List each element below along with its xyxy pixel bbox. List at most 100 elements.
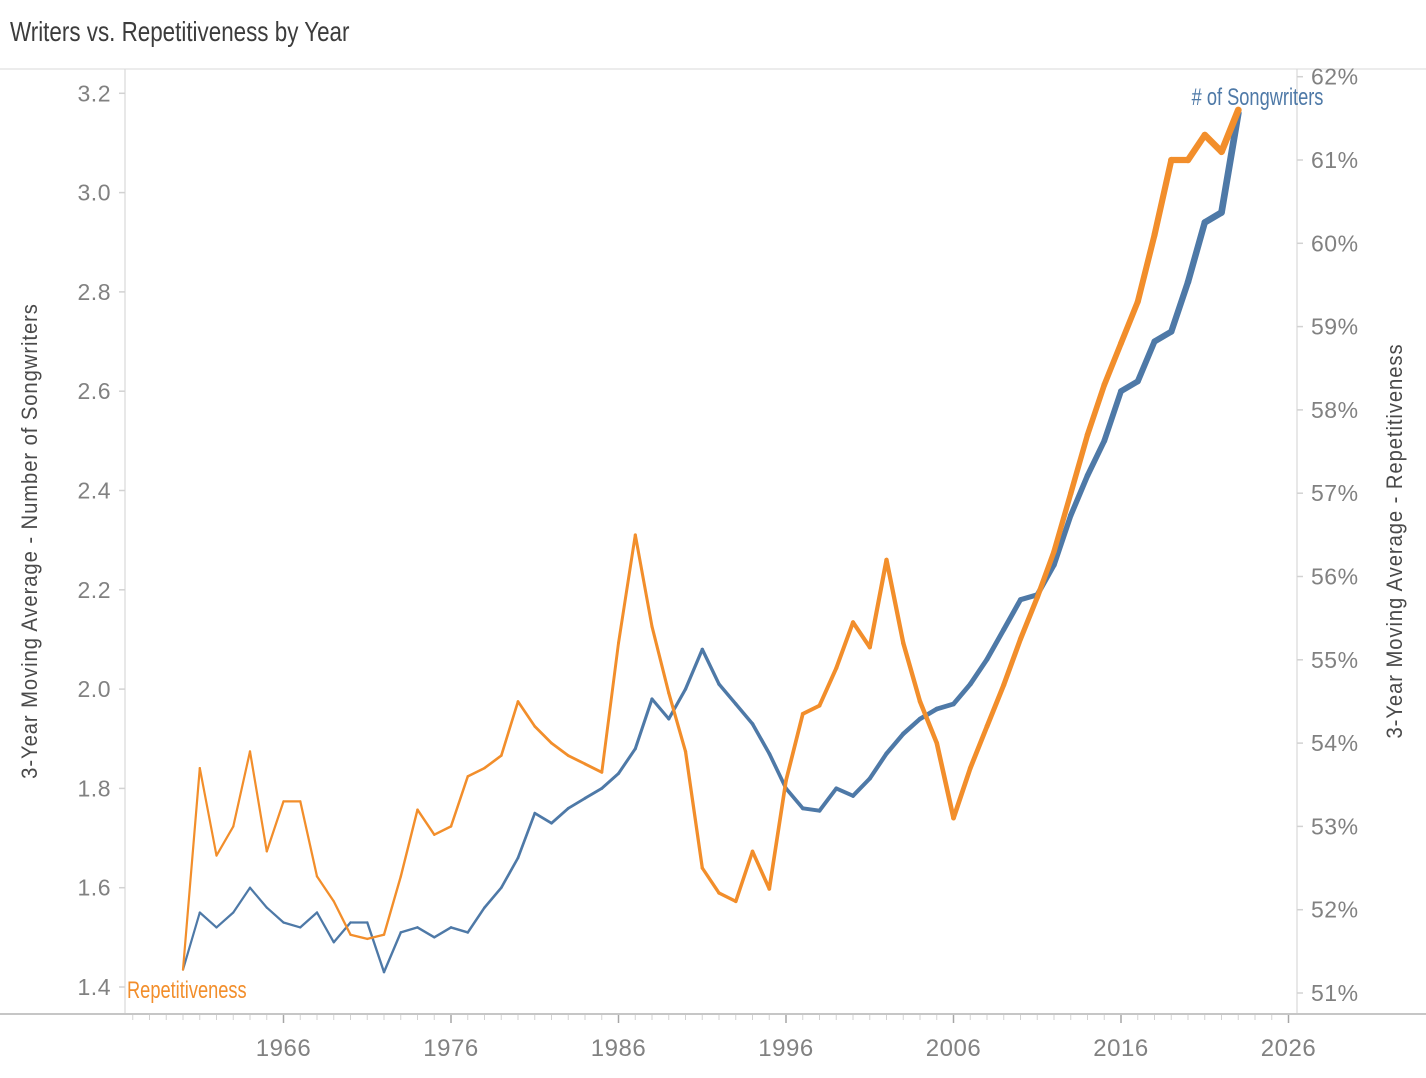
songwriters-line-segment[interactable] bbox=[215, 911, 235, 929]
repetitiveness-line-segment[interactable] bbox=[1017, 594, 1040, 642]
songwriters-line-segment[interactable] bbox=[850, 776, 872, 798]
repetitiveness-line-segment[interactable] bbox=[366, 933, 386, 941]
repetitiveness-line-segment[interactable] bbox=[1218, 106, 1242, 156]
repetitiveness-line-segment[interactable] bbox=[248, 750, 268, 853]
songwriters-line-segment[interactable] bbox=[1151, 328, 1175, 345]
songwriters-line-segment[interactable] bbox=[650, 697, 671, 721]
songwriters-line-segment[interactable] bbox=[1118, 378, 1141, 395]
repetitiveness-line-segment[interactable] bbox=[750, 849, 772, 891]
repetitiveness-line-segment[interactable] bbox=[700, 866, 721, 895]
repetitiveness-line-segment[interactable] bbox=[483, 754, 503, 770]
songwriters-line-segment[interactable] bbox=[616, 747, 637, 776]
repetitiveness-line-segment[interactable] bbox=[466, 766, 486, 778]
songwriters-line-segment[interactable] bbox=[1184, 219, 1209, 286]
songwriters-line-segment[interactable] bbox=[1051, 512, 1074, 568]
repetitiveness-line-segment[interactable] bbox=[416, 808, 436, 836]
repetitiveness-line-segment[interactable] bbox=[1151, 156, 1175, 239]
repetitiveness-line-segment[interactable] bbox=[566, 754, 587, 766]
songwriters-line-segment[interactable] bbox=[466, 906, 486, 934]
repetitiveness-line-segment[interactable] bbox=[600, 641, 620, 774]
repetitiveness-line-segment[interactable] bbox=[433, 825, 453, 836]
songwriters-line-segment[interactable] bbox=[600, 772, 620, 790]
repetitiveness-line-segment[interactable] bbox=[499, 700, 520, 757]
repetitiveness-line-segment[interactable] bbox=[399, 808, 419, 878]
repetitiveness-line-segment[interactable] bbox=[984, 682, 1007, 729]
repetitiveness-line-segment[interactable] bbox=[850, 620, 872, 650]
repetitiveness-line-segment[interactable] bbox=[1101, 340, 1124, 388]
songwriters-line-segment[interactable] bbox=[566, 796, 587, 810]
songwriters-line-segment[interactable] bbox=[884, 731, 906, 756]
repetitiveness-line-segment[interactable] bbox=[767, 778, 788, 891]
songwriters-line-segment[interactable] bbox=[767, 751, 788, 791]
repetitiveness-line-segment[interactable] bbox=[1051, 490, 1074, 555]
songwriters-line-segment[interactable] bbox=[717, 682, 738, 706]
repetitiveness-line-segment[interactable] bbox=[232, 750, 252, 828]
songwriters-line-segment[interactable] bbox=[834, 786, 856, 798]
songwriters-line-segment[interactable] bbox=[382, 931, 402, 974]
songwriters-line-segment[interactable] bbox=[550, 806, 570, 825]
repetitiveness-line-segment[interactable] bbox=[867, 557, 889, 650]
repetitiveness-line-segment[interactable] bbox=[1118, 298, 1141, 347]
repetitiveness-line-segment[interactable] bbox=[181, 766, 201, 971]
songwriters-line-segment[interactable] bbox=[433, 926, 453, 939]
songwriters-line-segment[interactable] bbox=[967, 656, 990, 687]
songwriters-line-segment[interactable] bbox=[784, 786, 805, 811]
songwriters-line-segment[interactable] bbox=[667, 687, 688, 721]
songwriters-line-segment[interactable] bbox=[817, 786, 839, 813]
songwriters-line-segment[interactable] bbox=[1134, 338, 1158, 385]
repetitiveness-line-segment[interactable] bbox=[934, 740, 956, 821]
repetitiveness-line-segment[interactable] bbox=[332, 900, 352, 936]
songwriters-line-segment[interactable] bbox=[800, 806, 822, 813]
repetitiveness-line-segment[interactable] bbox=[1134, 231, 1158, 305]
repetitiveness-line-segment[interactable] bbox=[533, 725, 553, 745]
repetitiveness-line-segment[interactable] bbox=[667, 691, 688, 754]
repetitiveness-line-segment[interactable] bbox=[734, 849, 755, 904]
repetitiveness-line-segment[interactable] bbox=[717, 891, 738, 904]
repetitiveness-line-segment[interactable] bbox=[315, 875, 335, 903]
repetitiveness-line-segment[interactable] bbox=[382, 875, 402, 936]
songwriters-line-segment[interactable] bbox=[516, 811, 537, 860]
songwriters-line-segment[interactable] bbox=[332, 921, 352, 944]
songwriters-line-segment[interactable] bbox=[734, 702, 755, 726]
repetitiveness-line-segment[interactable] bbox=[1001, 636, 1024, 688]
songwriters-line-segment[interactable] bbox=[299, 911, 319, 929]
songwriters-line-segment[interactable] bbox=[1168, 278, 1192, 335]
repetitiveness-line-segment[interactable] bbox=[583, 762, 604, 774]
songwriters-line-segment[interactable] bbox=[198, 911, 218, 929]
songwriters-line-segment[interactable] bbox=[181, 911, 201, 971]
songwriters-line-segment[interactable] bbox=[533, 811, 553, 825]
songwriters-line-segment[interactable] bbox=[867, 751, 889, 781]
repetitiveness-line-segment[interactable] bbox=[299, 800, 319, 878]
songwriters-line-segment[interactable] bbox=[315, 911, 335, 944]
repetitiveness-line-segment[interactable] bbox=[1068, 432, 1091, 496]
songwriters-line-segment[interactable] bbox=[232, 886, 252, 914]
repetitiveness-line-segment[interactable] bbox=[616, 533, 637, 645]
repetitiveness-line-segment[interactable] bbox=[215, 825, 235, 857]
songwriters-line-segment[interactable] bbox=[633, 697, 654, 751]
songwriters-line-segment[interactable] bbox=[917, 706, 940, 722]
repetitiveness-line-segment[interactable] bbox=[683, 749, 704, 870]
songwriters-line-segment[interactable] bbox=[416, 926, 436, 939]
repetitiveness-line-segment[interactable] bbox=[1184, 131, 1209, 164]
repetitiveness-line-segment[interactable] bbox=[265, 800, 285, 853]
repetitiveness-line-segment[interactable] bbox=[550, 741, 570, 757]
repetitiveness-line-segment[interactable] bbox=[650, 624, 671, 695]
songwriters-line-segment[interactable] bbox=[951, 681, 973, 707]
songwriters-line-segment[interactable] bbox=[1068, 472, 1091, 519]
repetitiveness-line-segment[interactable] bbox=[784, 712, 805, 783]
songwriters-line-segment[interactable] bbox=[1218, 109, 1242, 216]
songwriters-line-segment[interactable] bbox=[683, 647, 704, 691]
songwriters-line-segment[interactable] bbox=[449, 926, 470, 934]
repetitiveness-line-segment[interactable] bbox=[967, 723, 990, 771]
songwriters-line-segment[interactable] bbox=[934, 701, 956, 712]
songwriters-line-segment[interactable] bbox=[499, 856, 520, 890]
songwriters-line-segment[interactable] bbox=[483, 886, 503, 909]
repetitiveness-line[interactable] bbox=[181, 106, 1242, 971]
repetitiveness-line-segment[interactable] bbox=[917, 699, 940, 746]
repetitiveness-line-segment[interactable] bbox=[349, 933, 369, 941]
repetitiveness-line-segment[interactable] bbox=[516, 700, 537, 728]
songwriters-line-segment[interactable] bbox=[282, 921, 302, 929]
repetitiveness-line-segment[interactable] bbox=[884, 557, 906, 646]
repetitiveness-line-segment[interactable] bbox=[817, 666, 839, 708]
